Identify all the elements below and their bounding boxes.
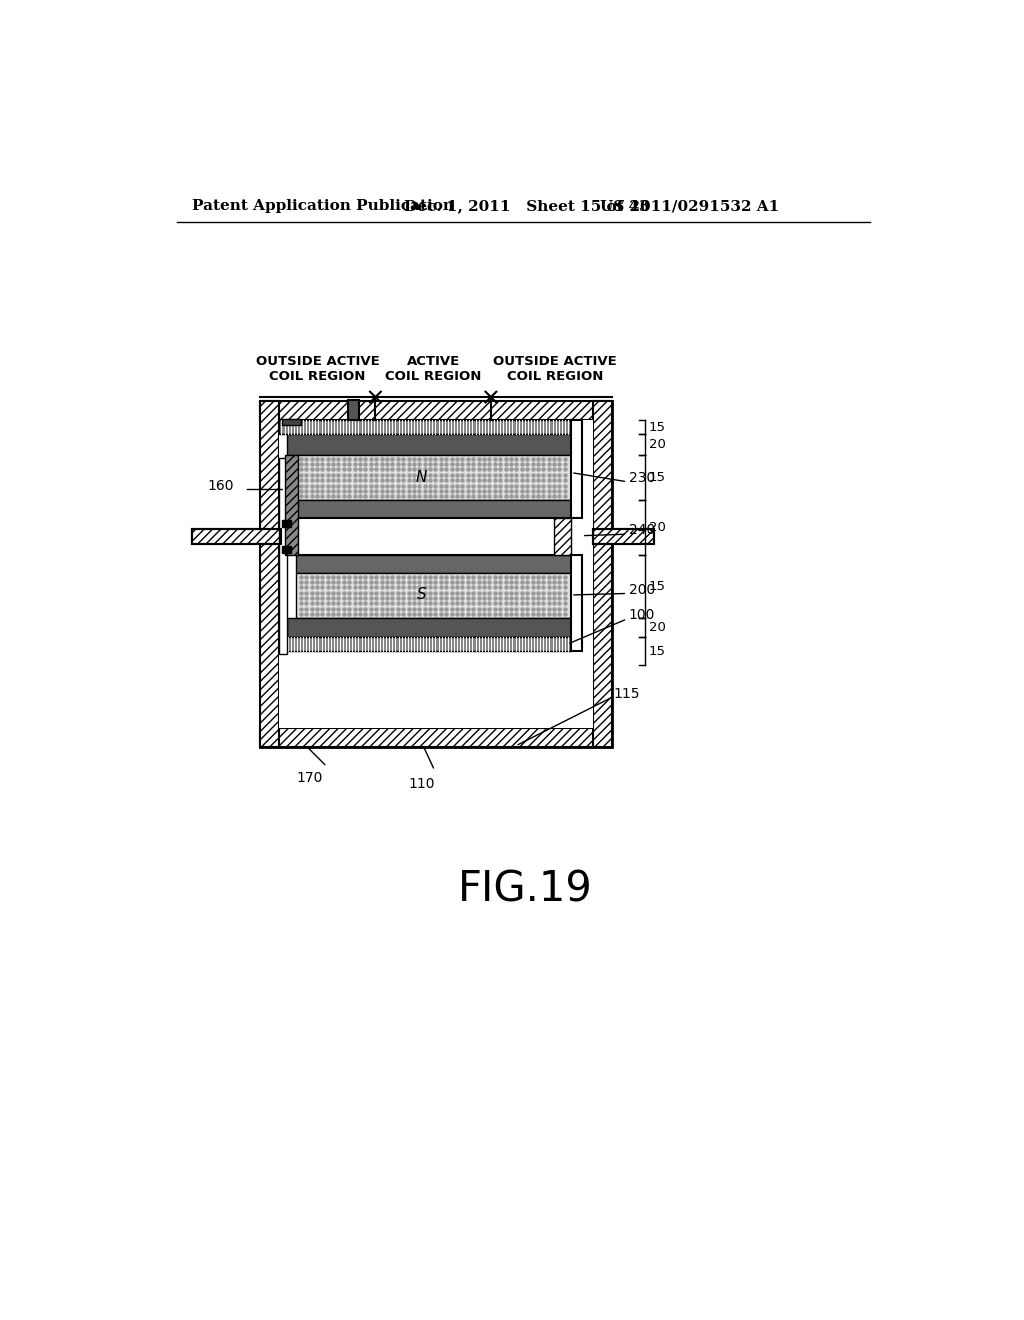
Text: 100: 100	[629, 609, 655, 622]
Text: 15: 15	[649, 644, 666, 657]
Bar	[193, 529, 281, 544]
Bar	[296, 455, 571, 499]
Bar	[593, 529, 654, 544]
Bar	[554, 517, 571, 554]
Text: 170: 170	[296, 771, 323, 785]
Text: 15: 15	[649, 579, 666, 593]
Text: 240: 240	[629, 523, 655, 537]
Bar	[593, 401, 611, 747]
Bar	[280, 458, 287, 655]
Text: US 2011/0291532 A1: US 2011/0291532 A1	[600, 199, 779, 213]
Bar	[593, 529, 654, 544]
Text: OUTSIDE ACTIVE
COIL REGION: OUTSIDE ACTIVE COIL REGION	[256, 355, 380, 383]
Bar	[286, 455, 298, 554]
Text: 110: 110	[409, 776, 435, 791]
Bar	[283, 520, 292, 527]
Bar	[296, 573, 571, 618]
Text: Dec. 1, 2011   Sheet 15 of 43: Dec. 1, 2011 Sheet 15 of 43	[403, 199, 649, 213]
Bar	[280, 420, 571, 434]
Text: 115: 115	[613, 686, 640, 701]
Text: 20: 20	[649, 520, 666, 533]
Text: 230: 230	[629, 471, 655, 484]
Bar	[260, 729, 611, 747]
Text: 15: 15	[649, 471, 666, 483]
Bar	[260, 401, 611, 420]
Bar	[296, 554, 571, 573]
Text: 15: 15	[649, 421, 666, 434]
Bar	[287, 434, 571, 455]
Text: 160: 160	[208, 479, 234, 492]
Bar	[296, 499, 571, 517]
Text: ACTIVE
COIL REGION: ACTIVE COIL REGION	[385, 355, 481, 383]
Bar	[280, 638, 571, 651]
Bar	[280, 420, 593, 729]
Bar	[283, 418, 301, 425]
Bar	[287, 618, 571, 638]
Text: OUTSIDE ACTIVE
COIL REGION: OUTSIDE ACTIVE COIL REGION	[493, 355, 616, 383]
Bar	[260, 401, 611, 747]
Text: S: S	[417, 587, 426, 602]
Bar	[571, 554, 582, 651]
Text: 20: 20	[649, 622, 666, 634]
Text: N: N	[416, 470, 427, 484]
Text: 200: 200	[629, 582, 655, 597]
Bar	[260, 401, 280, 747]
Text: Patent Application Publication: Patent Application Publication	[193, 199, 455, 213]
Bar	[348, 400, 359, 420]
Bar	[296, 517, 571, 554]
Bar	[193, 529, 281, 544]
Text: 20: 20	[649, 438, 666, 451]
Bar	[571, 420, 582, 517]
Bar	[283, 545, 292, 553]
Text: FIG.19: FIG.19	[458, 869, 592, 911]
